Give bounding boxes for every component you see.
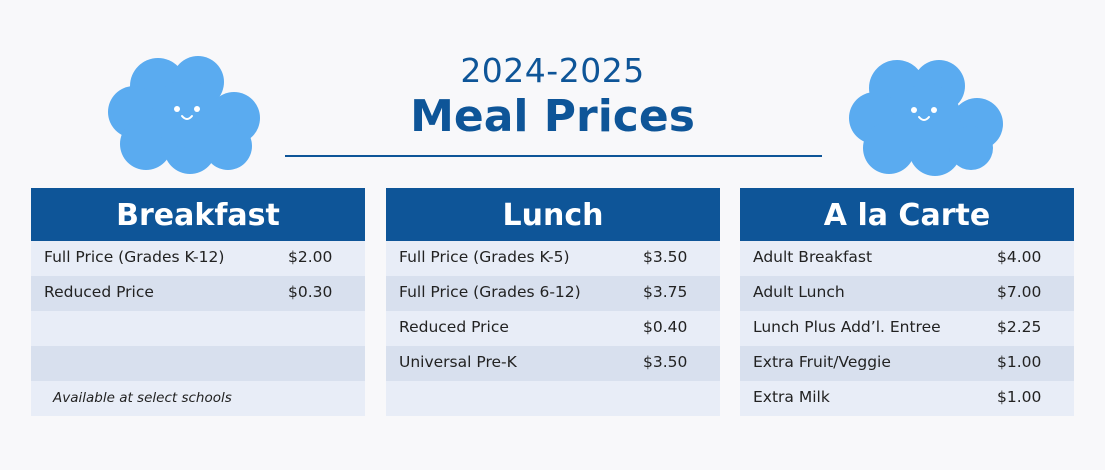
note-row: Available at select schools xyxy=(31,381,365,416)
item-label: Extra Fruit/Veggie xyxy=(753,353,891,371)
item-price: $3.50 xyxy=(643,353,688,371)
alacarte-header: A la Carte xyxy=(740,188,1074,241)
item-label: Full Price (Grades 6-12) xyxy=(399,283,581,301)
table-row: Reduced Price $0.30 xyxy=(31,276,365,311)
item-price: $0.30 xyxy=(288,283,333,301)
item-price: $7.00 xyxy=(997,283,1042,301)
item-price: $3.75 xyxy=(643,283,688,301)
item-price: $1.00 xyxy=(997,353,1042,371)
table-row: Extra Milk $1.00 xyxy=(740,381,1074,416)
table-row: Adult Lunch $7.00 xyxy=(740,276,1074,311)
item-label: Extra Milk xyxy=(753,388,830,406)
item-label: Full Price (Grades K-5) xyxy=(399,248,570,266)
breakfast-header: Breakfast xyxy=(31,188,365,241)
item-label: Lunch Plus Add’l. Entree xyxy=(753,318,941,336)
page-title: Meal Prices xyxy=(410,91,695,142)
cloud-face-icon xyxy=(108,56,260,174)
table-row: Reduced Price $0.40 xyxy=(386,311,720,346)
item-label: Full Price (Grades K-12) xyxy=(44,248,225,266)
empty-row xyxy=(31,311,365,346)
item-price: $2.25 xyxy=(997,318,1042,336)
item-price: $2.00 xyxy=(288,248,333,266)
item-label: Adult Breakfast xyxy=(753,248,873,266)
lunch-panel: Lunch Full Price (Grades K-5) $3.50 Full… xyxy=(386,188,720,416)
table-row: Universal Pre-K $3.50 xyxy=(386,346,720,381)
table-row: Lunch Plus Add’l. Entree $2.25 xyxy=(740,311,1074,346)
item-label: Universal Pre-K xyxy=(399,353,517,371)
item-label: Adult Lunch xyxy=(753,283,845,301)
availability-note: Available at select schools xyxy=(53,390,232,406)
breakfast-panel: Breakfast Full Price (Grades K-12) $2.00… xyxy=(31,188,365,416)
school-year: 2024-2025 xyxy=(460,51,645,90)
table-row: Full Price (Grades 6-12) $3.75 xyxy=(386,276,720,311)
page-header: 2024-2025 Meal Prices xyxy=(0,52,1105,144)
item-price: $0.40 xyxy=(643,318,688,336)
item-price: $3.50 xyxy=(643,248,688,266)
table-row: Full Price (Grades K-12) $2.00 xyxy=(31,241,365,276)
lunch-header: Lunch xyxy=(386,188,720,241)
cloud-face-icon xyxy=(849,60,1003,176)
item-price: $4.00 xyxy=(997,248,1042,266)
empty-row xyxy=(386,381,720,416)
title-divider xyxy=(285,155,822,157)
table-row: Adult Breakfast $4.00 xyxy=(740,241,1074,276)
item-price: $1.00 xyxy=(997,388,1042,406)
table-row: Extra Fruit/Veggie $1.00 xyxy=(740,346,1074,381)
alacarte-panel: A la Carte Adult Breakfast $4.00 Adult L… xyxy=(740,188,1074,416)
item-label: Reduced Price xyxy=(399,318,509,336)
table-row: Full Price (Grades K-5) $3.50 xyxy=(386,241,720,276)
empty-row xyxy=(31,346,365,381)
item-label: Reduced Price xyxy=(44,283,154,301)
